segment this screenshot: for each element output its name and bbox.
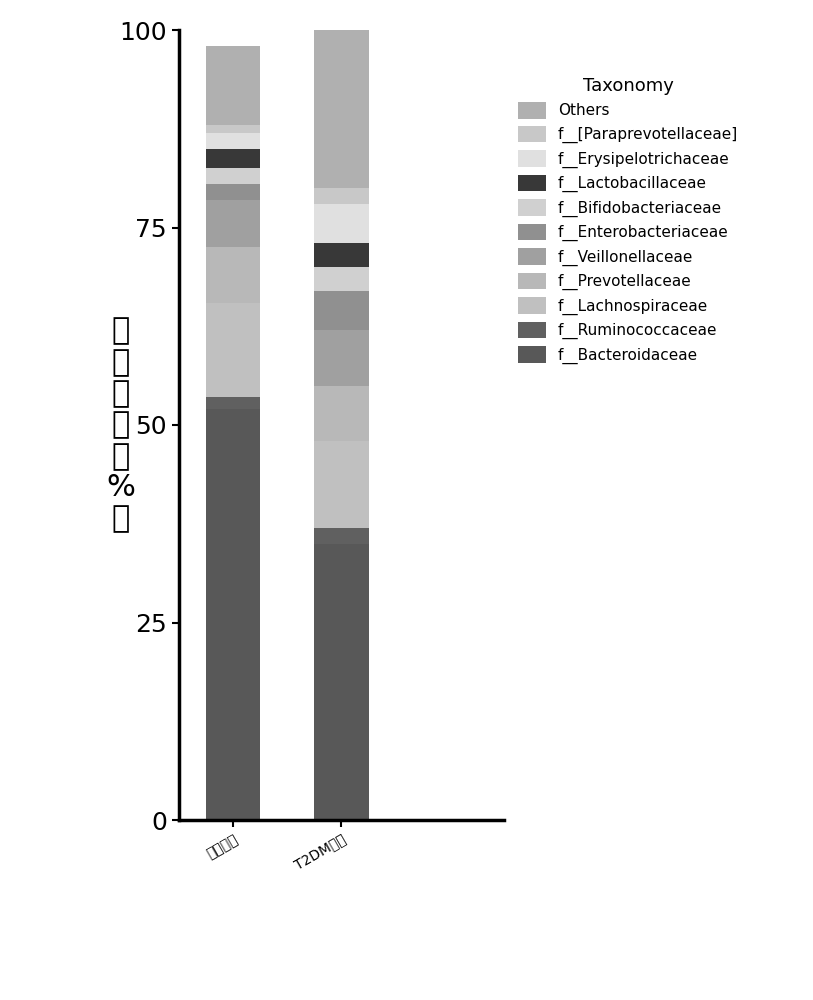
Bar — [206, 125, 260, 133]
Bar — [206, 184, 260, 200]
Bar — [206, 303, 260, 397]
Bar — [315, 267, 368, 291]
Bar — [206, 133, 260, 148]
Bar — [315, 243, 368, 267]
Bar — [206, 46, 260, 125]
Bar — [315, 441, 368, 528]
Bar — [315, 30, 368, 188]
Bar — [206, 409, 260, 820]
Bar — [206, 397, 260, 409]
Bar — [206, 247, 260, 303]
Bar — [206, 168, 260, 184]
Text: 相
对
丰
度
（
%
）: 相 对 丰 度 （ % ） — [106, 317, 135, 533]
Bar — [315, 330, 368, 385]
Bar — [206, 148, 260, 168]
Bar — [315, 291, 368, 330]
Bar — [206, 200, 260, 247]
Bar — [315, 528, 368, 544]
Bar — [315, 204, 368, 243]
Bar — [315, 188, 368, 204]
Legend: Others, f__[Paraprevotellaceae], f__Erysipelotrichaceae, f__Lactobacillaceae, f_: Others, f__[Paraprevotellaceae], f__Erys… — [518, 77, 738, 364]
Bar — [315, 544, 368, 820]
Bar — [315, 385, 368, 441]
